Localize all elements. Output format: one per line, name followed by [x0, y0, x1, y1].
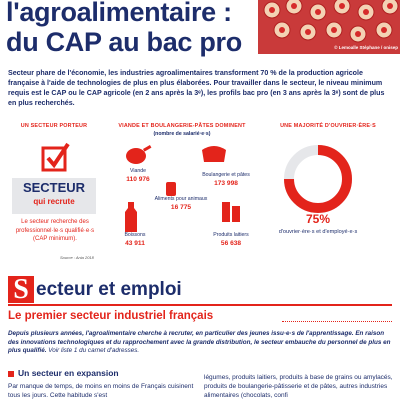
recruit-box: [12, 178, 96, 214]
check-icon: [41, 142, 70, 172]
lead: Depuis plusieurs années, l'agroalimentai…: [8, 330, 394, 356]
bullet: [8, 371, 14, 377]
photo-credit: © Lemoalle Stéphane / onisep: [334, 45, 398, 50]
sector-label: Viande: [129, 168, 147, 174]
sector-value: 110 976: [126, 176, 150, 183]
title-line: du CAP au bac pro: [6, 27, 242, 57]
source: Source : Ania 2018: [60, 255, 94, 260]
body-left: Par manque de temps, de moins en moins d…: [8, 383, 194, 399]
column-subheading: (nombre de salarié·e·s): [153, 131, 211, 137]
column-heading: UNE MAJORITÉ D'OUVRIER·ÈRE·S: [280, 123, 376, 129]
rule: [8, 304, 392, 306]
intro: Secteur phare de l'économie, les industr…: [8, 69, 385, 107]
body-right: légumes, produits laitiers, produits à b…: [204, 374, 393, 399]
lead-text: Depuis plusieurs années, l'agroalimentai…: [8, 330, 391, 355]
subheading: Un secteur en expansion: [18, 368, 119, 378]
drop-initial: S: [8, 276, 34, 304]
column-heading: UN SECTEUR PORTEUR: [20, 123, 88, 129]
title-line: l'agroalimentaire :: [6, 0, 232, 27]
sector-value: 16 775: [170, 204, 192, 211]
section-subtitle: Le premier secteur industriel français: [8, 310, 214, 322]
column-heading: VIANDE ET BOULANGERIE-PÂTES DOMINENT: [118, 123, 246, 129]
col3-text: d'ouvrier·ère·s et d'employé·e·s: [278, 229, 358, 235]
sector-value: 56 638: [220, 240, 242, 247]
col1-text: Le secteur recherche des professionnel·l…: [15, 219, 95, 242]
donut: [284, 145, 352, 213]
lead-ref: Voir liste 1 du carnet d'adresses.: [48, 347, 140, 355]
sector-label: Boulangerie et pâtes: [202, 172, 250, 178]
dotted-rule: [282, 321, 392, 322]
photo: [258, 0, 400, 54]
sector-value: 173 998: [214, 180, 238, 187]
box-title: SECTEUR: [22, 180, 86, 195]
sector-label: Aliments pour animaux: [154, 196, 208, 202]
sector-value: 43 911: [125, 240, 145, 247]
percent: 75%: [305, 212, 331, 226]
sector-label: Produits laitiers: [213, 232, 249, 238]
section-title: ecteur et emploi: [36, 279, 182, 300]
box-subtitle: qui recrute: [33, 197, 75, 206]
sector-icons: [125, 145, 240, 232]
sector-label: Boissons: [124, 232, 146, 238]
